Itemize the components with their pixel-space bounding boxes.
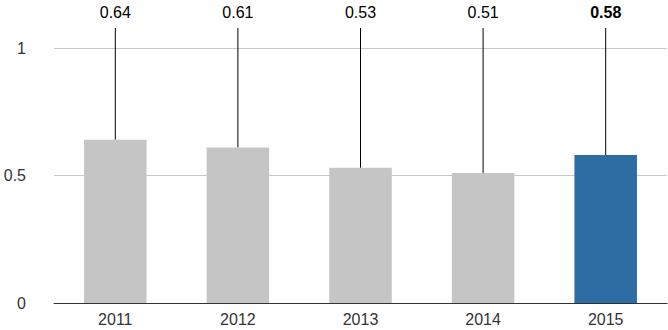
- svg-text:0.53: 0.53: [345, 4, 376, 21]
- svg-text:1: 1: [17, 40, 26, 57]
- svg-text:2012: 2012: [220, 311, 256, 328]
- svg-text:0.5: 0.5: [4, 167, 26, 184]
- svg-text:2011: 2011: [98, 311, 133, 328]
- svg-text:0.64: 0.64: [100, 4, 131, 21]
- svg-text:0.61: 0.61: [222, 4, 253, 21]
- svg-text:2013: 2013: [343, 311, 379, 328]
- svg-text:0.58: 0.58: [590, 4, 621, 21]
- svg-text:0.51: 0.51: [468, 4, 499, 21]
- svg-text:2014: 2014: [465, 311, 501, 328]
- svg-text:0: 0: [17, 295, 26, 312]
- svg-text:2015: 2015: [588, 311, 624, 328]
